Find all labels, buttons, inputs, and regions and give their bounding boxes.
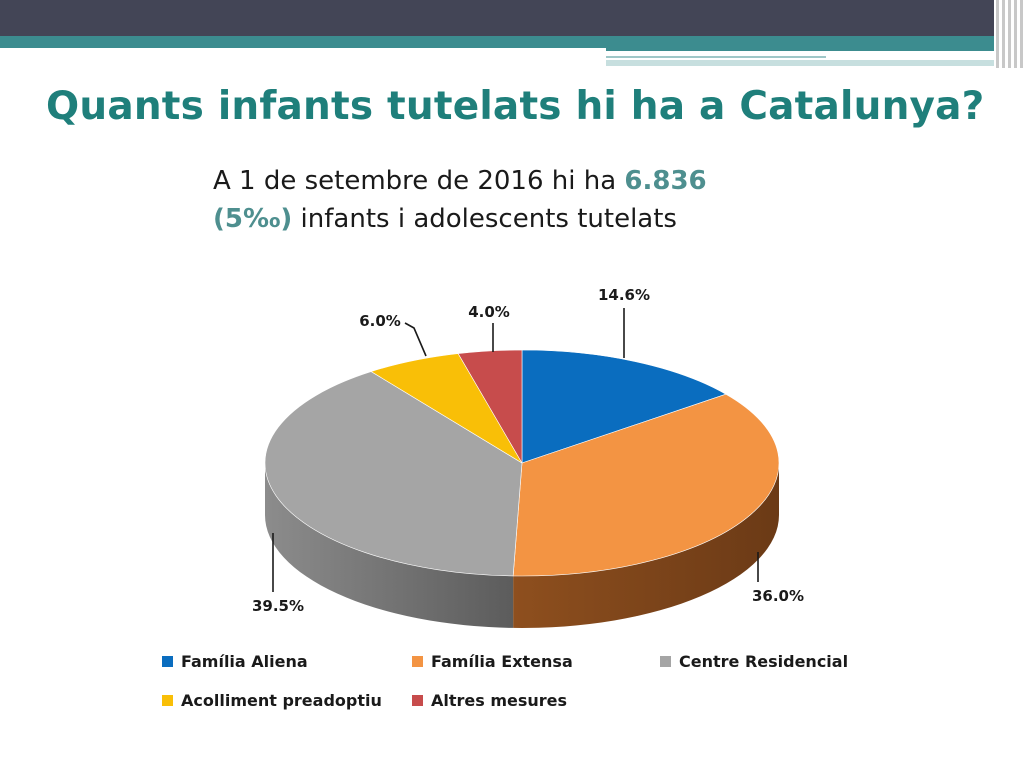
chart-legend: Família Aliena Família Extensa Centre Resi… (162, 652, 922, 722)
legend-item-altres-mesures: Altres mesures (412, 691, 567, 710)
pie-slice-centre-residencial (264, 371, 523, 577)
legend-item-familia-aliena: Família Aliena (162, 652, 308, 671)
legend-label: Família Extensa (431, 652, 573, 671)
legend-label: Acolliment preadoptiu (181, 691, 382, 710)
legend-swatch (412, 695, 423, 706)
legend-item-acolliment-preadoptiu: Acolliment preadoptiu (162, 691, 382, 710)
legend-swatch (660, 656, 671, 667)
legend-swatch (162, 656, 173, 667)
pie-slice-altres-mesures (457, 349, 523, 465)
legend-item-familia-extensa: Família Extensa (412, 652, 573, 671)
data-label-familia-extensa: 36.0% (752, 587, 804, 605)
pie-slice-side-familia-extensa (513, 463, 779, 628)
legend-swatch (412, 656, 423, 667)
legend-label: Família Aliena (181, 652, 308, 671)
pie-slice-familia-aliena (521, 349, 727, 464)
pie-chart: 14.6% 36.0% 39.5% 6.0% 4.0% (252, 286, 804, 628)
legend-label: Altres mesures (431, 691, 568, 710)
leader-line-acolliment-preadoptiu (404, 322, 427, 357)
legend-label: Centre Residencial (679, 652, 849, 671)
data-label-altres-mesures: 4.0% (468, 303, 510, 321)
pie-slice-side-centre-residencial (265, 463, 514, 628)
pie-slice-familia-extensa (512, 393, 780, 577)
subtitle-count: 6.836 (624, 166, 707, 196)
pie-data-labels: 14.6% 36.0% 39.5% 6.0% 4.0% (252, 286, 804, 615)
subtitle-text-start: A 1 de setembre de 2016 hi ha (213, 166, 625, 196)
slide-header-bar (0, 0, 1024, 70)
subtitle-rate: (5‰) (213, 204, 293, 234)
legend-swatch (162, 695, 173, 706)
data-label-acolliment-preadoptiu: 6.0% (359, 312, 401, 330)
pie-slices (264, 349, 780, 628)
data-label-centre-residencial: 39.5% (252, 597, 304, 615)
subtitle-text-end: infants i adolescents tutelats (292, 204, 677, 234)
slide-subtitle: A 1 de setembre de 2016 hi ha 6.836 (5‰)… (213, 162, 707, 238)
data-label-familia-aliena: 14.6% (598, 286, 650, 304)
legend-item-centre-residencial: Centre Residencial (660, 652, 848, 671)
slide-title: Quants infants tutelats hi ha a Cataluny… (46, 84, 985, 129)
